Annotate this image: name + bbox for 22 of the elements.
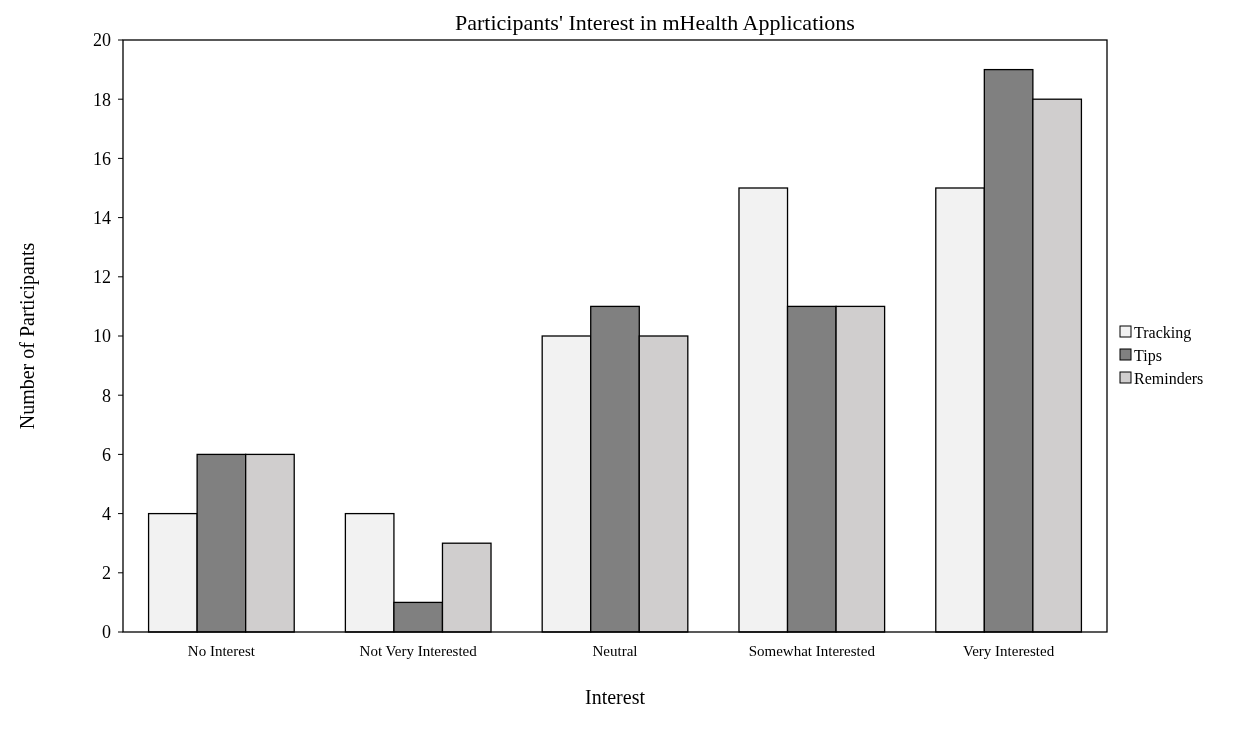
x-tick-label: No Interest <box>187 643 256 659</box>
chart-title: Participants' Interest in mHealth Applications <box>455 10 855 35</box>
y-tick-label: 10 <box>93 326 111 347</box>
legend-label: Reminders <box>1134 369 1204 387</box>
x-tick-label: Very Interested <box>962 643 1055 659</box>
y-tick-label: 18 <box>93 89 111 110</box>
y-tick-label: 2 <box>102 563 111 584</box>
legend-label: Tracking <box>1134 323 1192 342</box>
y-tick-label: 12 <box>93 267 111 288</box>
x-tick-label: Not Very Interested <box>359 643 478 659</box>
y-tick-label: 6 <box>102 444 111 465</box>
y-tick-label: 4 <box>102 503 111 524</box>
x-tick-label: Somewhat Interested <box>748 643 876 659</box>
x-tick-label: Neutral <box>592 643 638 659</box>
y-axis-title: Number of Participants <box>16 242 39 430</box>
y-tick-label: 8 <box>102 385 111 406</box>
y-tick-label: 14 <box>93 207 111 228</box>
legend-label: Tips <box>1134 346 1162 365</box>
y-tick-label: 16 <box>93 148 111 169</box>
y-tick-label: 20 <box>93 30 111 51</box>
y-tick-label: 0 <box>102 622 111 643</box>
x-axis-title: Interest <box>585 686 646 708</box>
